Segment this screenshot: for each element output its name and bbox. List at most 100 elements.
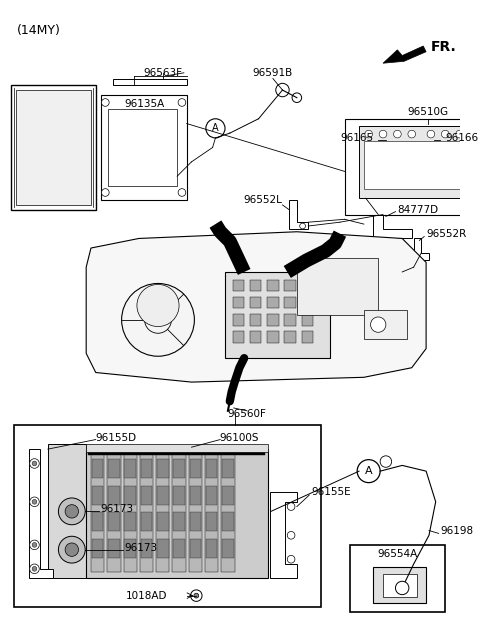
Bar — [107, 452, 120, 572]
Text: 96591B: 96591B — [253, 68, 293, 78]
Bar — [301, 331, 313, 343]
Circle shape — [65, 543, 79, 556]
Circle shape — [30, 497, 39, 506]
Bar — [297, 258, 378, 315]
Circle shape — [287, 532, 295, 539]
Polygon shape — [289, 200, 308, 229]
Polygon shape — [270, 492, 297, 579]
Bar — [301, 280, 313, 291]
Bar — [140, 452, 153, 572]
Bar — [173, 512, 185, 532]
Circle shape — [379, 130, 387, 138]
Bar — [364, 310, 407, 339]
Bar — [222, 486, 234, 505]
Text: 96166: 96166 — [445, 133, 479, 143]
Circle shape — [396, 581, 409, 594]
Text: A: A — [365, 466, 372, 476]
Text: 96510G: 96510G — [408, 107, 449, 117]
Polygon shape — [29, 449, 53, 579]
Text: 96165: 96165 — [340, 133, 373, 143]
Circle shape — [178, 189, 186, 196]
Circle shape — [32, 567, 37, 571]
Circle shape — [101, 189, 109, 196]
Bar — [267, 297, 279, 308]
Text: 96560F: 96560F — [228, 409, 266, 418]
Circle shape — [380, 456, 392, 467]
Circle shape — [101, 99, 109, 106]
Circle shape — [121, 284, 194, 356]
Bar — [91, 452, 104, 572]
Bar — [190, 539, 201, 558]
Bar — [233, 297, 244, 308]
Circle shape — [365, 130, 372, 138]
Polygon shape — [373, 215, 412, 239]
Bar — [124, 486, 136, 505]
Circle shape — [32, 499, 37, 504]
Bar — [108, 512, 120, 532]
Bar — [284, 280, 296, 291]
Circle shape — [32, 461, 37, 466]
Bar — [108, 459, 120, 478]
Bar — [108, 109, 177, 186]
Bar — [301, 297, 313, 308]
Bar — [364, 141, 474, 189]
Bar — [267, 280, 279, 291]
Polygon shape — [48, 444, 86, 579]
Bar — [189, 452, 202, 572]
Circle shape — [287, 503, 295, 510]
Bar — [206, 512, 217, 532]
Bar — [250, 314, 262, 325]
Text: 96563F: 96563F — [144, 68, 182, 78]
Bar — [173, 459, 185, 478]
Circle shape — [300, 223, 305, 229]
Bar — [206, 459, 217, 478]
Bar — [233, 331, 244, 343]
Text: 84777D: 84777D — [397, 204, 439, 215]
Text: A: A — [212, 123, 219, 134]
Polygon shape — [86, 232, 426, 382]
Bar — [205, 452, 218, 572]
Bar — [157, 512, 168, 532]
Text: 96155E: 96155E — [311, 487, 351, 497]
Circle shape — [59, 536, 85, 563]
Circle shape — [408, 130, 416, 138]
Bar — [157, 486, 168, 505]
Circle shape — [394, 130, 401, 138]
Text: 96554A: 96554A — [377, 549, 418, 560]
Bar — [172, 452, 186, 572]
Bar — [141, 486, 152, 505]
Bar — [206, 539, 217, 558]
Bar — [156, 452, 169, 572]
Bar — [108, 539, 120, 558]
Text: 1018AD: 1018AD — [126, 591, 168, 601]
Bar — [284, 314, 296, 325]
Bar — [284, 331, 296, 343]
Circle shape — [191, 590, 202, 601]
Bar — [16, 90, 91, 205]
Bar — [233, 314, 244, 325]
Bar — [206, 486, 217, 505]
Bar — [124, 459, 136, 478]
Text: FR.: FR. — [431, 40, 456, 54]
Text: 96198: 96198 — [441, 525, 474, 536]
Circle shape — [206, 119, 225, 138]
Circle shape — [59, 498, 85, 525]
Circle shape — [137, 284, 179, 327]
Circle shape — [30, 459, 39, 468]
Bar — [88, 447, 265, 455]
Bar — [108, 486, 120, 505]
Circle shape — [427, 130, 435, 138]
Bar — [373, 567, 426, 603]
Bar — [86, 444, 268, 452]
Circle shape — [276, 84, 289, 97]
Circle shape — [30, 540, 39, 549]
Bar — [141, 459, 152, 478]
Bar — [233, 280, 244, 291]
Bar — [222, 459, 234, 478]
Circle shape — [30, 564, 39, 573]
Bar — [190, 512, 201, 532]
Bar — [267, 331, 279, 343]
Bar — [12, 85, 96, 210]
Bar — [141, 512, 152, 532]
Bar — [157, 459, 168, 478]
